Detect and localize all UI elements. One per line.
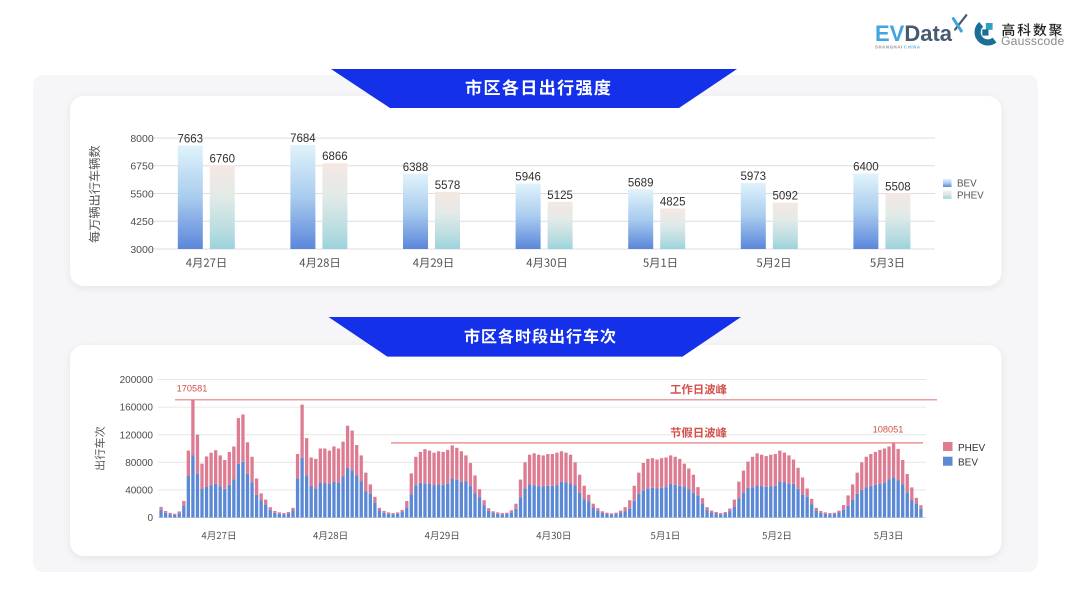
svg-text:108051: 108051	[873, 425, 904, 435]
svg-text:PHEV: PHEV	[958, 443, 986, 454]
svg-text:40000: 40000	[125, 486, 153, 497]
svg-text:4250: 4250	[130, 216, 154, 228]
svg-text:5973: 5973	[741, 171, 767, 183]
svg-text:6866: 6866	[322, 151, 348, 163]
svg-text:0: 0	[147, 513, 153, 524]
svg-text:3000: 3000	[130, 244, 154, 256]
svg-text:4825: 4825	[660, 197, 686, 209]
svg-text:BEV: BEV	[957, 179, 977, 190]
svg-text:BEV: BEV	[958, 458, 978, 469]
svg-text:7684: 7684	[290, 133, 316, 145]
svg-text:6388: 6388	[403, 162, 429, 174]
svg-text:5946: 5946	[515, 172, 541, 184]
svg-text:5092: 5092	[773, 191, 799, 203]
svg-text:6400: 6400	[853, 162, 879, 174]
svg-text:CHINA: CHINA	[904, 45, 921, 50]
svg-text:8000: 8000	[130, 133, 154, 145]
svg-text:80000: 80000	[125, 458, 153, 469]
svg-text:5578: 5578	[435, 180, 461, 192]
svg-text:5125: 5125	[547, 190, 573, 202]
svg-text:5500: 5500	[130, 188, 154, 200]
svg-text:PHEV: PHEV	[957, 190, 984, 201]
svg-text:170581: 170581	[177, 384, 208, 394]
svg-text:7663: 7663	[178, 134, 204, 146]
svg-text:160000: 160000	[120, 403, 154, 414]
svg-text:5508: 5508	[885, 181, 911, 193]
svg-text:SHANGHAI: SHANGHAI	[875, 45, 903, 50]
svg-text:6750: 6750	[130, 161, 154, 173]
svg-text:5689: 5689	[628, 177, 654, 189]
svg-text:200000: 200000	[120, 375, 154, 386]
svg-text:120000: 120000	[120, 430, 154, 441]
svg-text:6760: 6760	[210, 154, 236, 166]
svg-text:Gausscode: Gausscode	[1001, 34, 1064, 48]
svg-text:EVData: EVData	[875, 21, 953, 46]
